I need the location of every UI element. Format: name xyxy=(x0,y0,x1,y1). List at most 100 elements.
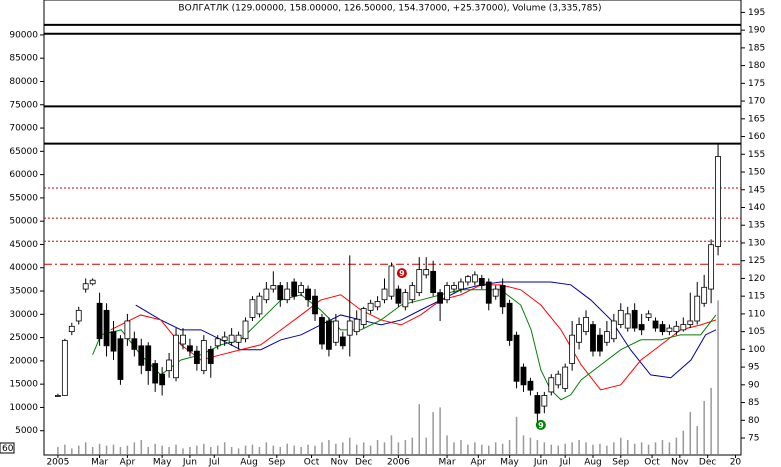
y2-tick-label: 10000 xyxy=(9,403,38,413)
candle-body xyxy=(214,338,221,347)
fractal-marker xyxy=(396,268,407,279)
candle-body xyxy=(152,363,159,384)
x-tick-label: May xyxy=(500,458,519,467)
candle-body xyxy=(569,334,576,364)
candle-body xyxy=(499,285,506,308)
candle-body xyxy=(145,345,152,372)
x-tick-label: Oct xyxy=(644,458,660,467)
candle-body xyxy=(187,345,193,352)
candle-body xyxy=(416,269,423,294)
ma-line xyxy=(110,284,717,391)
y2-tick-label: 50000 xyxy=(9,217,38,227)
fractal-marker xyxy=(535,419,546,430)
x-tick-label: Dec xyxy=(699,458,716,467)
candle-body xyxy=(576,324,582,343)
candle-body xyxy=(138,345,145,366)
y-tick-label: 170 xyxy=(748,97,765,107)
candle-body xyxy=(110,331,117,352)
candle-body xyxy=(444,285,450,301)
fractal-label: 9 xyxy=(538,421,544,430)
candle-body xyxy=(409,285,416,301)
plot-frame xyxy=(43,0,742,456)
y-tick-label: 80 xyxy=(748,416,760,426)
candle-body xyxy=(360,308,367,325)
candle-body xyxy=(346,320,353,336)
candle-body xyxy=(326,320,332,350)
candle-body xyxy=(666,327,673,333)
candle-body xyxy=(319,317,325,345)
x-tick-label: Aug xyxy=(584,458,602,467)
candle-body xyxy=(464,276,471,283)
y-tick-label: 155 xyxy=(748,150,765,160)
candle-body xyxy=(603,331,610,343)
candle-body xyxy=(423,269,430,276)
candle-body xyxy=(166,359,172,372)
candle-body xyxy=(597,334,603,352)
candle-body xyxy=(520,366,527,386)
candle-body xyxy=(527,380,534,391)
x-tick-label: Jul xyxy=(559,458,571,467)
candle-body xyxy=(687,320,694,325)
candle-body xyxy=(298,285,305,294)
candle-body xyxy=(367,302,374,311)
y2-tick-label: 80000 xyxy=(9,77,38,87)
y2-tick-label: 60000 xyxy=(9,170,38,180)
y2-tick-label: 40000 xyxy=(9,263,38,273)
candle-body xyxy=(610,320,617,340)
corner-box xyxy=(0,442,15,454)
x-tick-label: May xyxy=(153,458,172,467)
y2-tick-label: 45000 xyxy=(9,240,38,250)
y-tick-label: 110 xyxy=(748,309,765,319)
y2-tick-label: 90000 xyxy=(9,30,38,40)
x-tick-label: Dec xyxy=(355,458,372,467)
candle-body xyxy=(117,338,124,380)
candle-body xyxy=(645,313,652,318)
candle-body xyxy=(173,334,179,379)
ma-line xyxy=(135,281,717,379)
candle-body xyxy=(312,295,318,315)
candle-body xyxy=(624,313,631,329)
x-tick-label: Apr xyxy=(120,458,136,467)
y-tick-label: 185 xyxy=(748,43,765,53)
y-tick-label: 100 xyxy=(748,345,765,355)
candle-body xyxy=(430,270,437,294)
candle-body xyxy=(680,324,687,331)
candle-body xyxy=(305,288,311,301)
fractal-label: 9 xyxy=(399,269,405,278)
candle-body xyxy=(193,350,200,364)
candle-body xyxy=(221,336,228,341)
y2-tick-label: 15000 xyxy=(9,380,38,390)
candle-body xyxy=(541,395,548,407)
candle-body xyxy=(583,317,589,333)
candle-body xyxy=(701,286,708,304)
candle-body xyxy=(631,309,638,329)
candle-body xyxy=(617,309,624,325)
y-tick-label: 125 xyxy=(748,256,765,266)
candle-body xyxy=(277,285,284,301)
x-tick-label: Aug xyxy=(240,458,258,467)
candle-body xyxy=(478,278,485,286)
candle-body xyxy=(673,325,680,333)
x-tick-label: Nov xyxy=(331,458,349,467)
candle-body xyxy=(652,320,659,329)
candle-body xyxy=(506,302,513,341)
chart-title: ВОЛГАТЛК (129.00000, 158.00000, 126.5000… xyxy=(178,4,601,14)
x-tick-label: 20 xyxy=(730,458,742,467)
y2-tick-label: 55000 xyxy=(9,193,38,203)
x-tick-label: Nov xyxy=(671,458,689,467)
x-tick-label: Sep xyxy=(268,458,285,467)
candle-body xyxy=(159,373,166,386)
candle-body xyxy=(395,288,402,304)
y-tick-label: 145 xyxy=(748,185,765,195)
x-tick-label: Jun xyxy=(182,458,197,467)
candle-body xyxy=(180,334,186,345)
candle-body xyxy=(548,377,555,393)
candle-body xyxy=(207,348,214,364)
y2-tick-label: 25000 xyxy=(9,333,38,343)
candle-body xyxy=(534,395,541,414)
y-tick-label: 105 xyxy=(748,327,765,337)
candle-body xyxy=(200,340,207,372)
y-tick-label: 160 xyxy=(748,132,765,142)
